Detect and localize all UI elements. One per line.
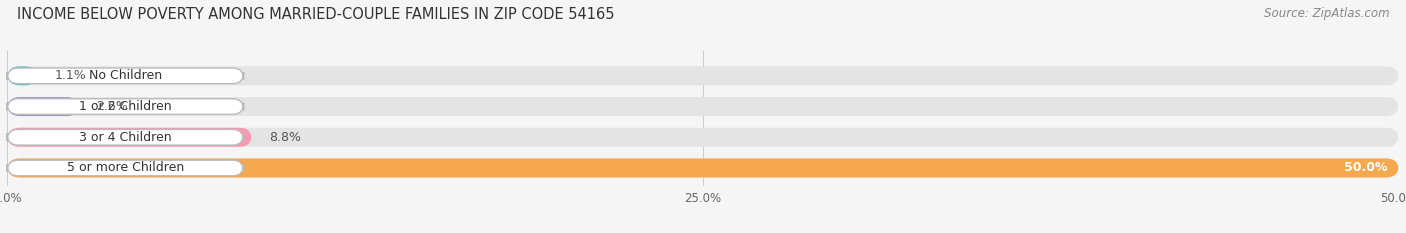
- Text: 1.1%: 1.1%: [55, 69, 86, 82]
- FancyBboxPatch shape: [7, 158, 1399, 178]
- FancyBboxPatch shape: [7, 99, 243, 114]
- FancyBboxPatch shape: [7, 66, 1399, 85]
- FancyBboxPatch shape: [7, 160, 243, 176]
- Text: 8.8%: 8.8%: [269, 131, 301, 144]
- FancyBboxPatch shape: [7, 68, 243, 84]
- FancyBboxPatch shape: [7, 97, 79, 116]
- Text: Source: ZipAtlas.com: Source: ZipAtlas.com: [1264, 7, 1389, 20]
- FancyBboxPatch shape: [7, 158, 1399, 178]
- Text: 50.0%: 50.0%: [1344, 161, 1388, 175]
- Text: 2.6%: 2.6%: [96, 100, 128, 113]
- Text: INCOME BELOW POVERTY AMONG MARRIED-COUPLE FAMILIES IN ZIP CODE 54165: INCOME BELOW POVERTY AMONG MARRIED-COUPL…: [17, 7, 614, 22]
- Text: No Children: No Children: [89, 69, 162, 82]
- Text: 5 or more Children: 5 or more Children: [66, 161, 184, 175]
- Text: 3 or 4 Children: 3 or 4 Children: [79, 131, 172, 144]
- FancyBboxPatch shape: [7, 130, 243, 145]
- FancyBboxPatch shape: [7, 128, 1399, 147]
- Text: 1 or 2 Children: 1 or 2 Children: [79, 100, 172, 113]
- FancyBboxPatch shape: [7, 97, 1399, 116]
- FancyBboxPatch shape: [7, 128, 252, 147]
- FancyBboxPatch shape: [7, 66, 38, 85]
